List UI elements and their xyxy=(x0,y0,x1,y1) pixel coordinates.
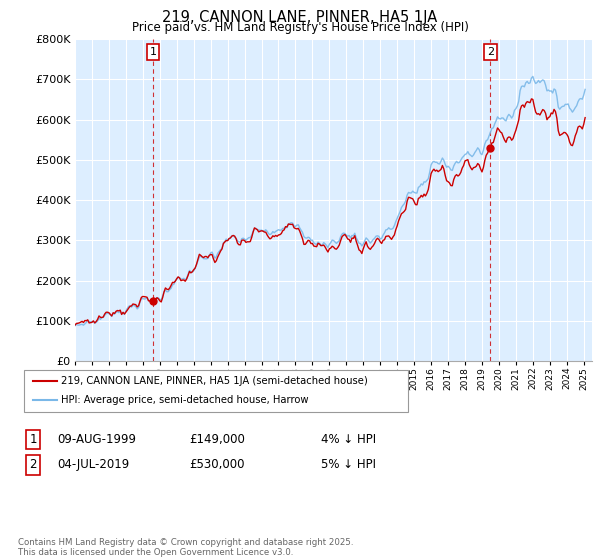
Text: 1: 1 xyxy=(29,433,37,446)
Text: 5% ↓ HPI: 5% ↓ HPI xyxy=(321,458,376,472)
Text: 2: 2 xyxy=(487,47,494,57)
Text: 219, CANNON LANE, PINNER, HA5 1JA: 219, CANNON LANE, PINNER, HA5 1JA xyxy=(163,10,437,25)
Text: HPI: Average price, semi-detached house, Harrow: HPI: Average price, semi-detached house,… xyxy=(61,395,309,405)
Text: 4% ↓ HPI: 4% ↓ HPI xyxy=(321,433,376,446)
Text: 09-AUG-1999: 09-AUG-1999 xyxy=(57,433,136,446)
Text: £149,000: £149,000 xyxy=(189,433,245,446)
Text: Price paid vs. HM Land Registry's House Price Index (HPI): Price paid vs. HM Land Registry's House … xyxy=(131,21,469,34)
Text: 2: 2 xyxy=(29,458,37,472)
Text: Contains HM Land Registry data © Crown copyright and database right 2025.
This d: Contains HM Land Registry data © Crown c… xyxy=(18,538,353,557)
Text: £530,000: £530,000 xyxy=(189,458,245,472)
Text: 04-JUL-2019: 04-JUL-2019 xyxy=(57,458,129,472)
Text: 219, CANNON LANE, PINNER, HA5 1JA (semi-detached house): 219, CANNON LANE, PINNER, HA5 1JA (semi-… xyxy=(61,376,368,386)
Text: 1: 1 xyxy=(149,47,157,57)
